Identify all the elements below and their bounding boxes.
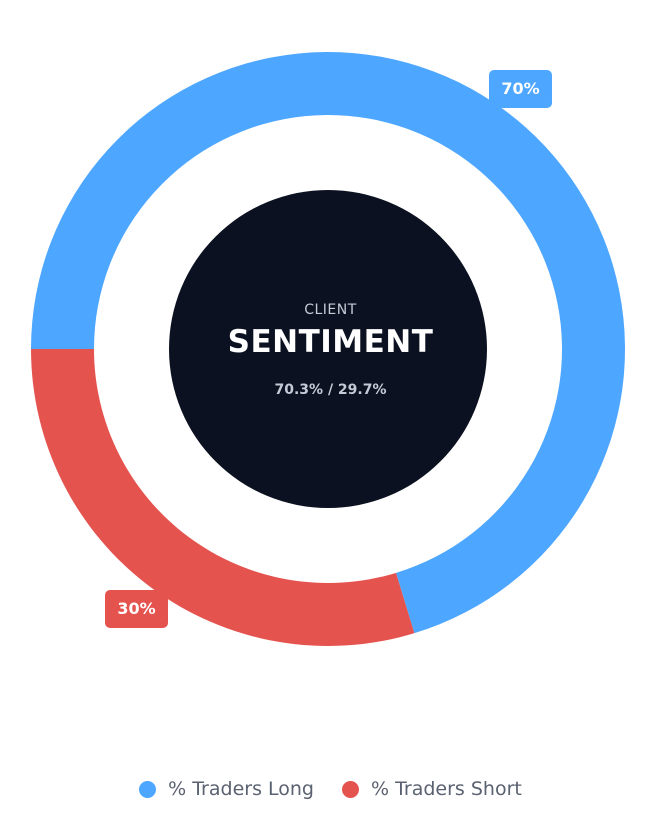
center-title: SENTIMENT xyxy=(227,324,434,360)
center-disc xyxy=(169,190,487,508)
legend-swatch-short xyxy=(341,780,359,798)
slice-short[interactable] xyxy=(31,349,415,646)
legend-label-long: % Traders Long xyxy=(168,778,314,800)
legend-swatch-long xyxy=(139,780,157,798)
legend-item-short[interactable]: % Traders Short xyxy=(341,778,522,800)
legend-label-short: % Traders Short xyxy=(370,778,522,800)
center-subtitle: 70.3% / 29.7% xyxy=(274,382,387,398)
data-label-short: 30% xyxy=(105,590,168,628)
slices-group xyxy=(31,51,626,646)
donut-chart xyxy=(31,51,626,646)
legend-item-long[interactable]: % Traders Long xyxy=(139,778,314,800)
data-label-long: 70% xyxy=(489,70,552,108)
center-label: CLIENT xyxy=(304,302,357,318)
legend: % Traders Long % Traders Short xyxy=(0,778,661,800)
